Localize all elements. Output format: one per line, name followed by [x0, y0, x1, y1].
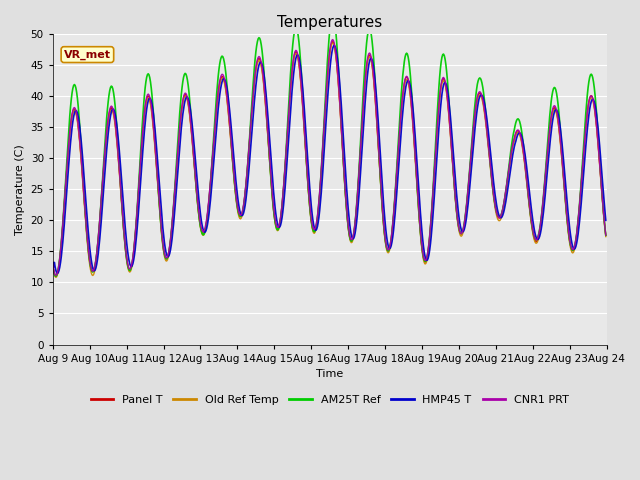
X-axis label: Time: Time: [316, 369, 343, 379]
CNR1 PRT: [173, 161, 180, 167]
Old Ref Temp: [414, 202, 422, 207]
CNR1 PRT: [414, 198, 422, 204]
Old Ref Temp: [173, 164, 180, 169]
Y-axis label: Temperature (C): Temperature (C): [15, 144, 25, 235]
CNR1 PRT: [398, 98, 406, 104]
HMP45 T: [60, 230, 67, 236]
Line: AM25T Ref: AM25T Ref: [53, 16, 606, 276]
AM25T Ref: [52, 274, 60, 279]
AM25T Ref: [329, 13, 337, 19]
Line: Old Ref Temp: Old Ref Temp: [53, 43, 606, 277]
Line: CNR1 PRT: CNR1 PRT: [53, 39, 606, 276]
HMP45 T: [414, 177, 422, 183]
Old Ref Temp: [398, 101, 406, 107]
AM25T Ref: [49, 263, 57, 268]
Panel T: [60, 211, 67, 216]
Line: HMP45 T: HMP45 T: [53, 46, 606, 273]
HMP45 T: [202, 228, 210, 234]
CNR1 PRT: [602, 232, 610, 238]
CNR1 PRT: [202, 221, 210, 227]
Title: Temperatures: Temperatures: [277, 15, 382, 30]
CNR1 PRT: [116, 183, 124, 189]
Panel T: [173, 162, 180, 168]
HMP45 T: [54, 270, 61, 276]
AM25T Ref: [602, 232, 610, 238]
Panel T: [116, 184, 124, 190]
Old Ref Temp: [602, 234, 610, 240]
Old Ref Temp: [60, 213, 67, 218]
Old Ref Temp: [329, 40, 337, 46]
Old Ref Temp: [202, 225, 210, 230]
AM25T Ref: [60, 209, 67, 215]
Panel T: [398, 99, 406, 105]
Panel T: [414, 200, 422, 205]
AM25T Ref: [173, 156, 180, 162]
Text: VR_met: VR_met: [64, 49, 111, 60]
HMP45 T: [398, 118, 406, 124]
Panel T: [52, 274, 60, 279]
AM25T Ref: [202, 225, 210, 230]
CNR1 PRT: [52, 273, 60, 278]
Panel T: [602, 232, 610, 238]
AM25T Ref: [116, 181, 124, 187]
Panel T: [202, 223, 210, 229]
HMP45 T: [173, 183, 180, 189]
Line: Panel T: Panel T: [53, 42, 606, 276]
Panel T: [329, 39, 337, 45]
CNR1 PRT: [329, 36, 337, 42]
HMP45 T: [330, 43, 338, 48]
CNR1 PRT: [49, 261, 57, 267]
Old Ref Temp: [49, 263, 57, 269]
Panel T: [49, 263, 57, 268]
HMP45 T: [49, 260, 57, 265]
AM25T Ref: [398, 82, 406, 87]
Legend: Panel T, Old Ref Temp, AM25T Ref, HMP45 T, CNR1 PRT: Panel T, Old Ref Temp, AM25T Ref, HMP45 …: [86, 390, 573, 409]
Old Ref Temp: [52, 275, 60, 280]
Old Ref Temp: [116, 186, 124, 192]
CNR1 PRT: [60, 210, 67, 216]
HMP45 T: [116, 163, 124, 168]
AM25T Ref: [414, 199, 422, 204]
HMP45 T: [602, 217, 610, 223]
